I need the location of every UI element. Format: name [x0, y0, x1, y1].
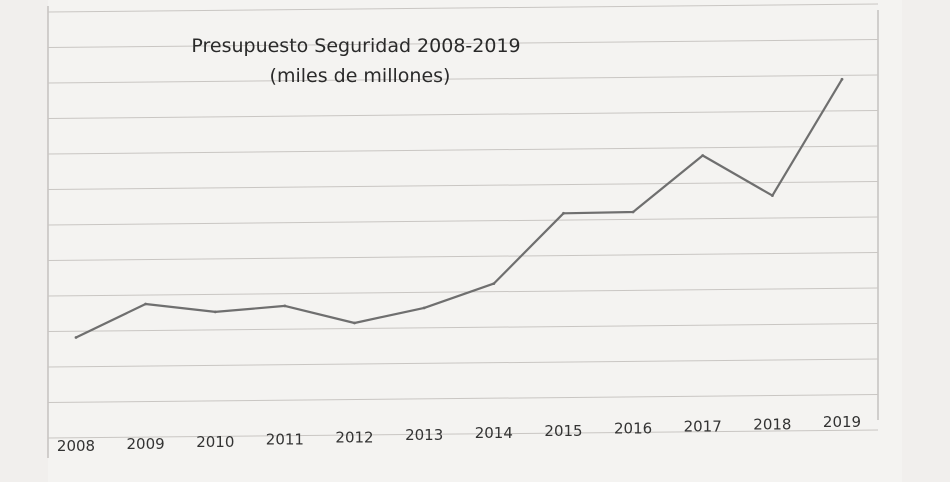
data-point-2015: [562, 211, 565, 215]
series-line: [75, 78, 843, 339]
x-axis-ticks: 2008 2009 2010 2011 2012 2013 2014 2015 2016 2017…: [57, 413, 861, 455]
data-point-2008: [74, 336, 78, 339]
gridline: [47, 429, 879, 439]
data-point-2013: [422, 306, 426, 310]
gridline: [47, 74, 879, 84]
x-tick-label: 2016: [614, 420, 652, 438]
chart-subtitle: (miles de millones): [270, 65, 451, 87]
gridline: [47, 216, 879, 226]
data-point-2017: [701, 154, 705, 157]
chart-paper: [48, 0, 902, 482]
gridline: [47, 3, 879, 13]
data-point-2011: [283, 304, 287, 308]
chart-title: Presupuesto Seguridad 2008-2019: [191, 35, 520, 57]
gridline: [47, 110, 879, 119]
data-point-2016: [631, 210, 635, 214]
gridlines: [47, 3, 879, 439]
gridline: [47, 323, 879, 332]
x-tick-label: 2014: [475, 424, 513, 442]
series-group: [74, 77, 844, 339]
x-tick-label: 2013: [405, 426, 443, 444]
x-tick-label: 2010: [196, 433, 234, 451]
gridline: [47, 145, 879, 155]
gridline: [47, 394, 879, 403]
x-tick-label: 2018: [753, 415, 791, 433]
data-point-2012: [353, 321, 356, 325]
x-tick-label: 2017: [684, 418, 722, 436]
data-point-2019: [840, 77, 844, 81]
x-tick-label: 2015: [544, 422, 582, 440]
data-point-2018: [771, 194, 774, 198]
x-tick-label: 2019: [823, 413, 861, 431]
gridline: [47, 39, 879, 48]
gridline: [47, 181, 879, 190]
x-tick-label: 2009: [127, 435, 165, 453]
data-point-2010: [213, 310, 217, 314]
gridline: [47, 358, 879, 368]
x-tick-label: 2011: [266, 431, 304, 449]
data-point-2014: [492, 282, 496, 285]
gridline: [47, 287, 879, 297]
x-tick-label: 2008: [57, 437, 95, 455]
gridline: [47, 252, 879, 261]
data-point-2009: [144, 302, 148, 306]
x-tick-label: 2012: [335, 428, 373, 446]
